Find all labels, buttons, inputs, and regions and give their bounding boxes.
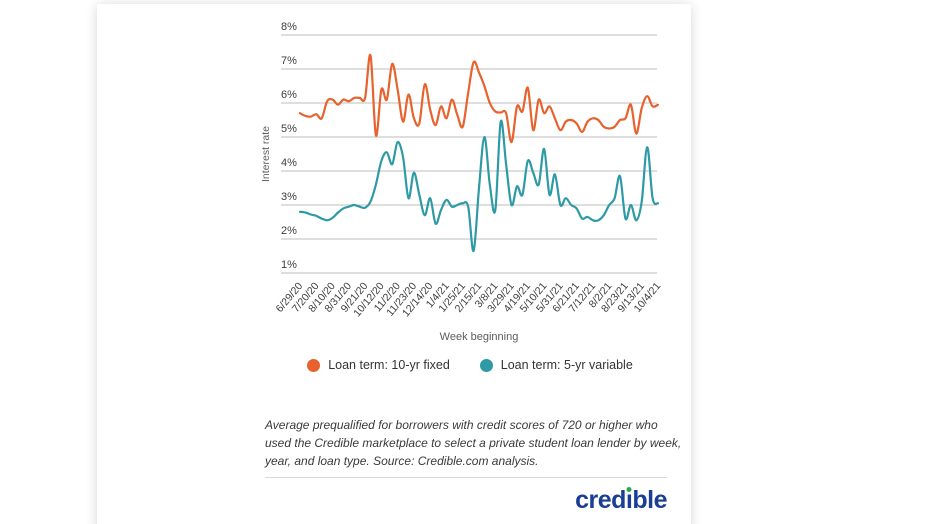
- chart-footnote: Average prequalified for borrowers with …: [265, 418, 682, 468]
- y-axis-tick-label: 5%: [281, 123, 297, 135]
- y-axis-tick-label: 2%: [281, 225, 297, 237]
- y-axis-tick-label: 7%: [281, 55, 297, 67]
- y-axis-tick-label: 1%: [281, 259, 297, 271]
- legend-dot-teal-icon: [479, 358, 493, 372]
- chart-svg: 8%7%6%5%4%3%2%1%Interest rate6/29/207/20…: [260, 21, 663, 343]
- series-line-10yr-fixed: [298, 54, 660, 144]
- y-axis-tick-label: 4%: [281, 157, 297, 169]
- logo-i-dot-icon: [626, 487, 632, 492]
- footer-divider: [265, 477, 667, 478]
- chart-card: 8% 7% 6% 5% 4% 3% 2% 1% Interest rate 6/29/20 7/20…: [97, 4, 691, 524]
- legend-label-5yr-variable: Loan term: 5-yr variable: [500, 358, 633, 372]
- y-axis-tick-label: 6%: [281, 89, 297, 101]
- logo-text-pre: cred: [575, 486, 626, 514]
- legend-item-5yr-variable: Loan term: 5-yr variable: [479, 358, 633, 372]
- credible-logo: credı ble: [575, 486, 667, 515]
- x-axis-title: Week beginning: [440, 331, 519, 343]
- y-axis-tick-label: 3%: [281, 191, 297, 203]
- chart-legend: Loan term: 10-yr fixed Loan term: 5-yr v…: [265, 358, 675, 372]
- legend-label-10yr-fixed: Loan term: 10-yr fixed: [328, 358, 450, 372]
- logo-i-stem: ı: [625, 486, 633, 514]
- logo-letter-i: ı: [625, 486, 633, 515]
- y-axis-tick-label: 8%: [281, 21, 297, 33]
- y-axis-title: Interest rate: [260, 126, 272, 182]
- logo-text-post: ble: [632, 486, 667, 514]
- series-line-5yr-variable: [298, 119, 660, 253]
- legend-item-10yr-fixed: Loan term: 10-yr fixed: [307, 358, 450, 372]
- logo-row: credı ble: [265, 486, 667, 515]
- legend-dot-orange-icon: [307, 358, 321, 372]
